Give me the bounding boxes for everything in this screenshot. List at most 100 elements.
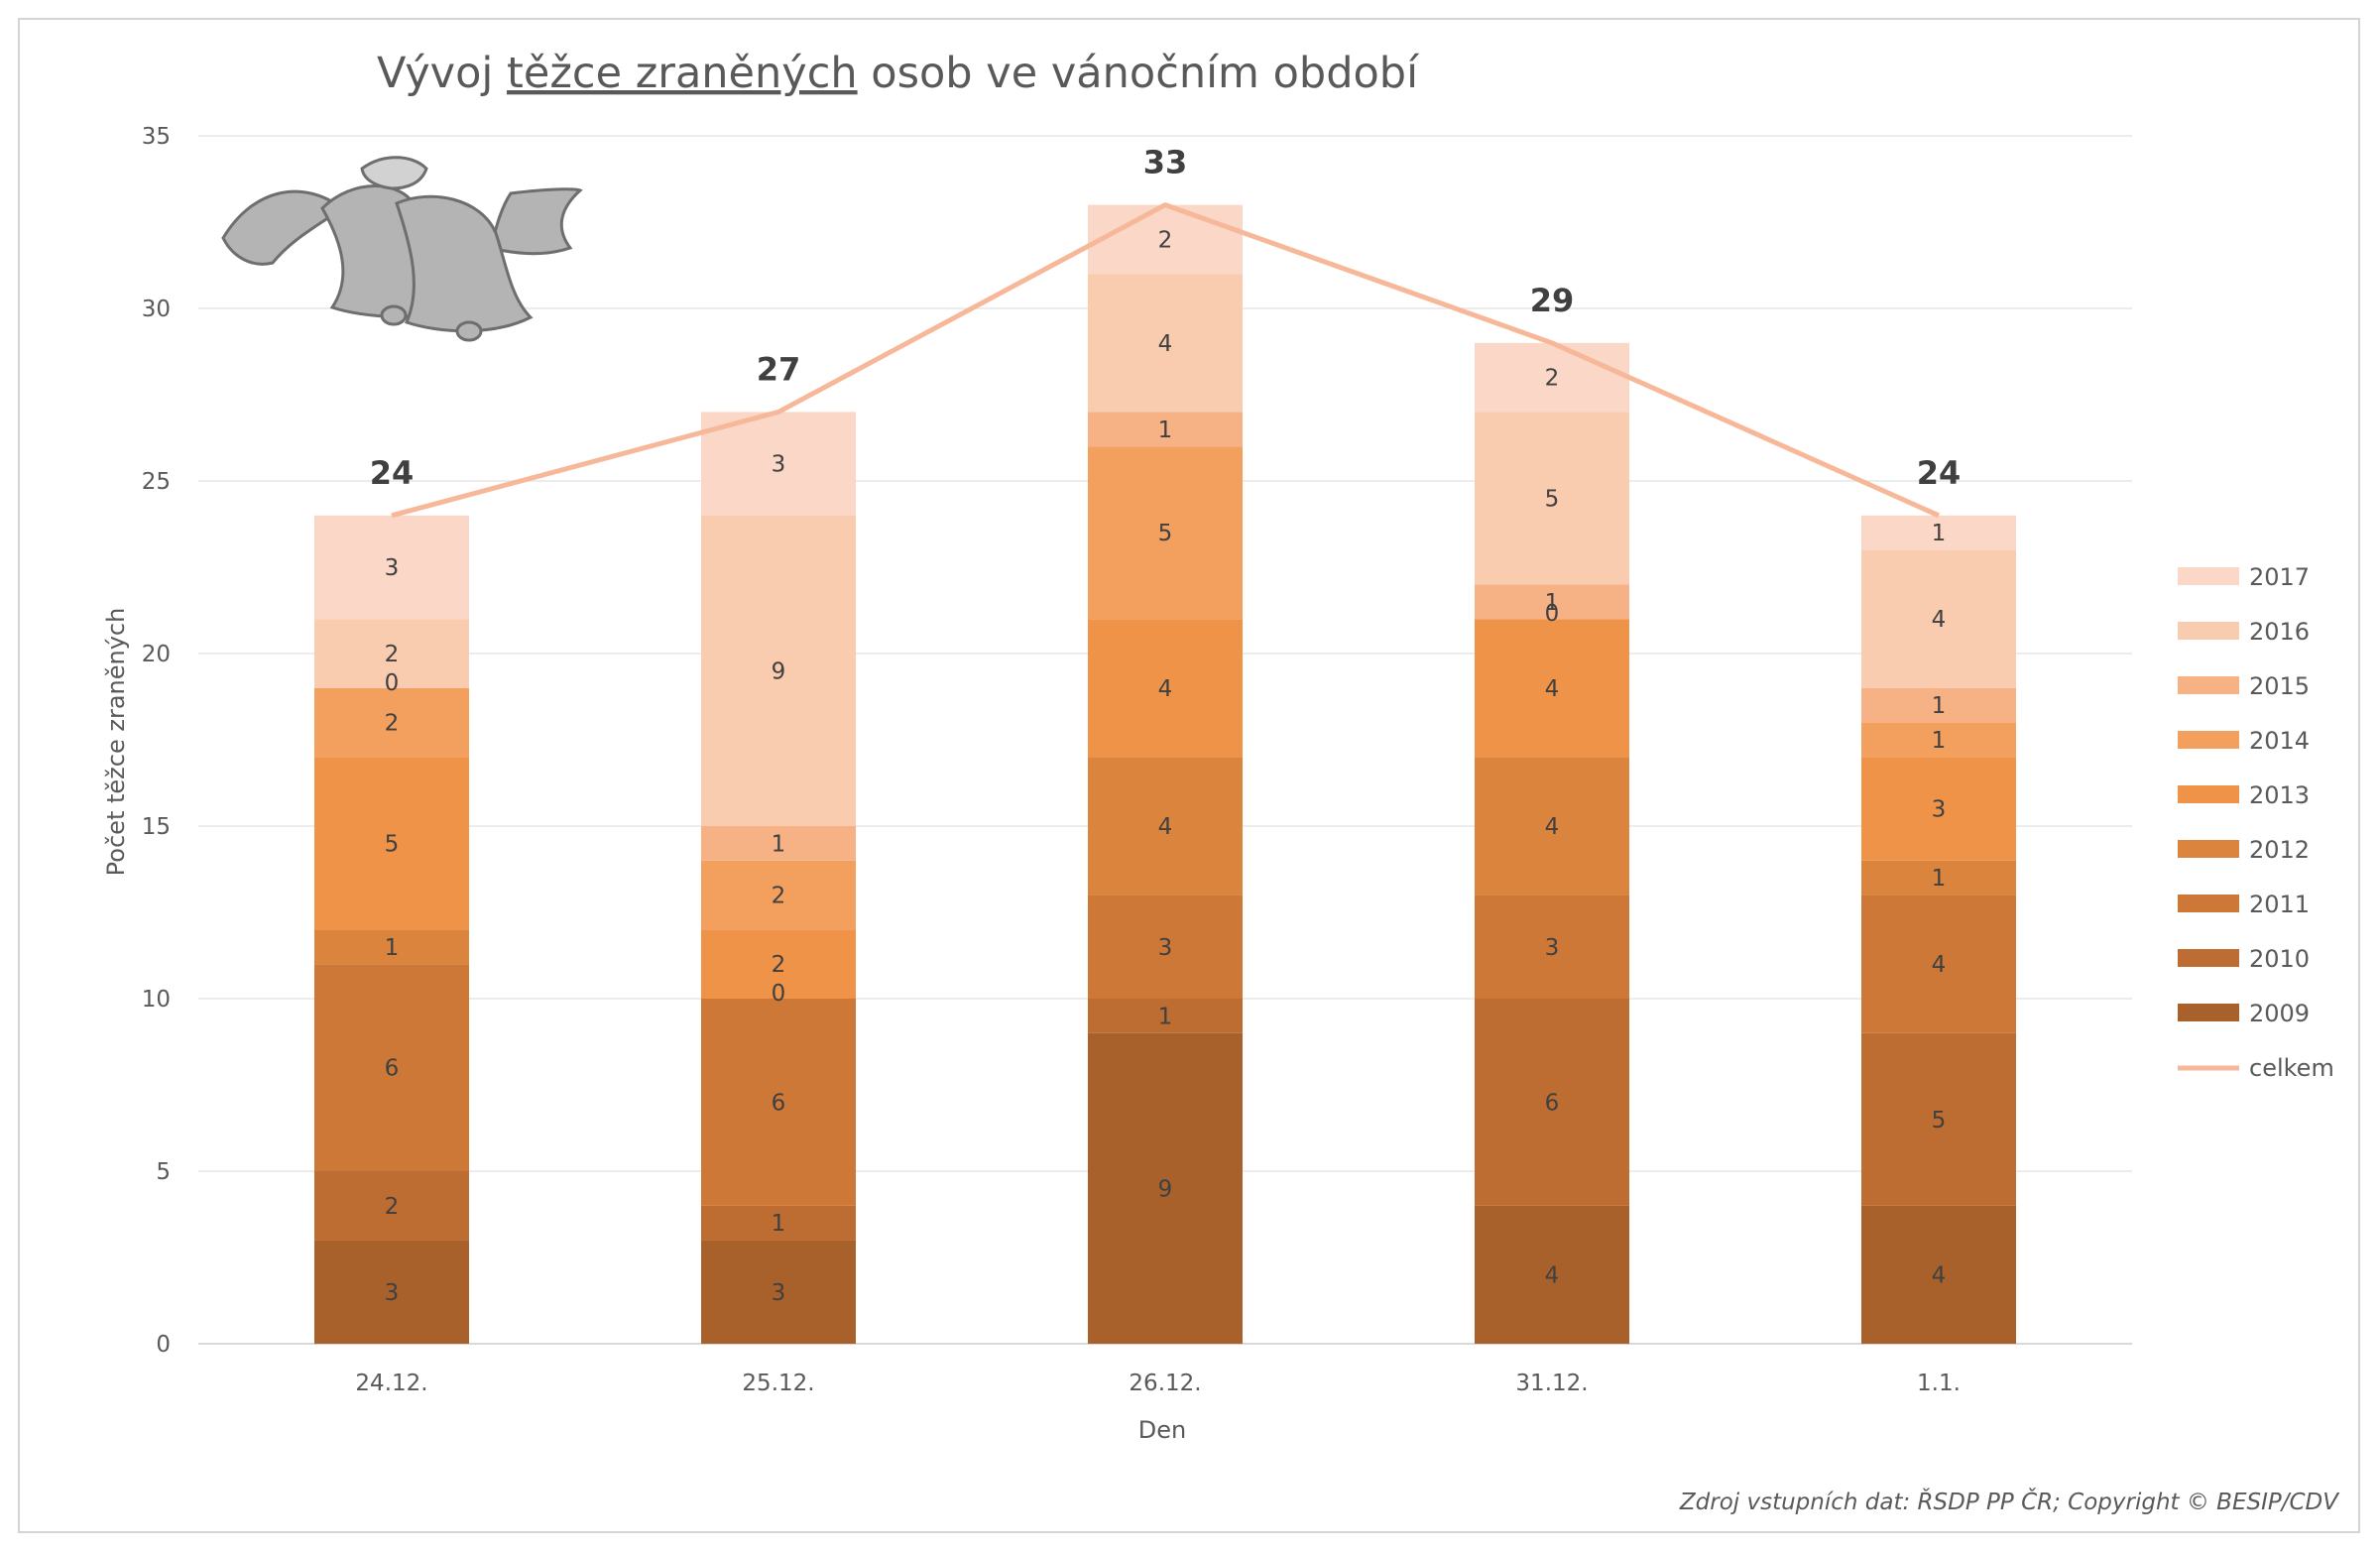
data-label: 0 bbox=[1545, 601, 1560, 627]
data-label: 3 bbox=[772, 452, 786, 478]
title-part-1: Vývoj bbox=[377, 49, 507, 98]
data-label: 5 bbox=[1545, 486, 1560, 512]
chart-title: Vývoj těžce zraněných osob ve vánočním o… bbox=[377, 49, 1420, 98]
bar-segment-2012 bbox=[1475, 757, 1629, 895]
data-label: 9 bbox=[772, 658, 786, 684]
data-label: 1 bbox=[772, 1211, 786, 1237]
x-tick-label: 25.12. bbox=[742, 1371, 814, 1396]
data-label: 2 bbox=[1158, 227, 1173, 253]
legend-label: 2010 bbox=[2249, 945, 2310, 973]
y-axis-title: Počet těžce zraněných bbox=[102, 608, 130, 877]
data-label: 1 bbox=[1932, 693, 1947, 719]
data-label: 4 bbox=[1932, 952, 1947, 978]
title-part-3: osob ve vánočním období bbox=[858, 49, 1420, 98]
data-label: 3 bbox=[1545, 935, 1560, 961]
bar-segment-2015 bbox=[1475, 584, 1629, 620]
data-label: 5 bbox=[385, 831, 400, 857]
y-tick-label: 5 bbox=[156, 1159, 171, 1185]
bar-segment-2009 bbox=[1475, 1205, 1629, 1344]
legend-label: 2012 bbox=[2249, 836, 2310, 864]
data-label: 4 bbox=[1932, 607, 1947, 633]
bar-segment-2016 bbox=[701, 515, 856, 826]
bar-segment-2014 bbox=[1088, 446, 1243, 620]
data-label: 4 bbox=[1158, 331, 1173, 357]
bar-segment-2009 bbox=[314, 1240, 469, 1344]
data-label: 2 bbox=[1545, 366, 1560, 392]
legend-label: 2014 bbox=[2249, 727, 2310, 755]
bar-segment-2009 bbox=[701, 1240, 856, 1344]
data-label: 6 bbox=[385, 1056, 400, 1082]
bar-segment-2012 bbox=[1088, 757, 1243, 895]
data-label: 1 bbox=[772, 831, 786, 857]
legend-item-2011: 2011 bbox=[2178, 891, 2310, 918]
bar-segment-2015 bbox=[701, 826, 856, 861]
bar-segment-2014 bbox=[1861, 722, 2016, 758]
bar-segment-2013 bbox=[1475, 619, 1629, 758]
data-label: 1 bbox=[1545, 590, 1560, 616]
bar-segment-2012 bbox=[1861, 860, 2016, 895]
x-tick-label: 26.12. bbox=[1129, 1371, 1201, 1396]
data-label: 4 bbox=[1158, 676, 1173, 702]
data-label: 3 bbox=[385, 555, 400, 581]
data-label: 9 bbox=[1158, 1176, 1173, 1202]
total-line-path bbox=[391, 202, 1941, 519]
bar-segment-2013 bbox=[701, 929, 856, 999]
data-label: 3 bbox=[1932, 797, 1947, 823]
bar-segment-2016 bbox=[314, 619, 469, 688]
legend: 2017 2016 2015 2014 2013 2012 2011 2010 2009 celk… bbox=[2178, 563, 2334, 1082]
bar-segment-2017 bbox=[1861, 515, 2016, 550]
legend-label: 2009 bbox=[2249, 1000, 2310, 1027]
bar-segment-2013 bbox=[1088, 619, 1243, 758]
total-line bbox=[391, 202, 1941, 519]
legend-swatch bbox=[2178, 785, 2239, 803]
x-tick-label: 24.12. bbox=[355, 1371, 427, 1396]
data-label: 1 bbox=[1932, 728, 1947, 754]
data-label: 2 bbox=[385, 642, 400, 667]
bar-segment-2016 bbox=[1088, 274, 1243, 413]
y-tick-label: 30 bbox=[142, 297, 171, 322]
bar-segment-2016 bbox=[1861, 549, 2016, 688]
legend-swatch bbox=[2178, 1004, 2239, 1021]
legend-label: 2017 bbox=[2249, 563, 2310, 591]
y-tick-label: 20 bbox=[142, 642, 171, 667]
segment-labels: 3261520233160221939134451424634401524541… bbox=[385, 227, 1947, 1305]
bar-segment-2009 bbox=[1088, 1032, 1243, 1344]
data-label: 1 bbox=[385, 935, 400, 961]
legend-swatch bbox=[2178, 676, 2239, 694]
y-tick-label: 0 bbox=[156, 1332, 171, 1358]
bar-segment-2014 bbox=[701, 860, 856, 930]
title-part-2: těžce zraněných bbox=[507, 49, 858, 98]
bar-segment-2010 bbox=[1088, 999, 1243, 1033]
legend-label: celkem bbox=[2249, 1054, 2334, 1082]
data-label: 3 bbox=[772, 1280, 786, 1306]
bar-segment-2013 bbox=[314, 757, 469, 930]
total-label: 29 bbox=[1530, 282, 1575, 319]
x-axis-ticks: 24.12. 25.12. 26.12. 31.12. 1.1. bbox=[355, 1371, 1961, 1396]
legend-swatch bbox=[2178, 622, 2239, 640]
data-label: 0 bbox=[772, 981, 786, 1007]
data-label: 2 bbox=[772, 952, 786, 978]
legend-item-2010: 2010 bbox=[2178, 945, 2310, 973]
data-label: 5 bbox=[1932, 1108, 1947, 1134]
legend-label: 2013 bbox=[2249, 781, 2310, 809]
bar-segment-2017 bbox=[1088, 204, 1243, 275]
bar-segment-2012 bbox=[314, 929, 469, 965]
legend-item-celkem: celkem bbox=[2178, 1054, 2334, 1082]
legend-label: 2011 bbox=[2249, 891, 2310, 918]
y-tick-label: 15 bbox=[142, 814, 171, 840]
legend-label: 2015 bbox=[2249, 672, 2310, 700]
data-label: 1 bbox=[1158, 1004, 1173, 1029]
bar-segment-2015 bbox=[1088, 412, 1243, 447]
bar-segment-2011 bbox=[1088, 895, 1243, 999]
bar-segment-2010 bbox=[701, 1205, 856, 1241]
y-axis-ticks: 0 5 10 15 20 25 30 35 bbox=[142, 124, 171, 1358]
bar-segment-2009 bbox=[1861, 1205, 2016, 1344]
y-tick-label: 10 bbox=[142, 987, 171, 1013]
bar-segment-2017 bbox=[701, 412, 856, 516]
bar-segment-2017 bbox=[1475, 342, 1629, 413]
data-label: 6 bbox=[1545, 1090, 1560, 1116]
data-label: 1 bbox=[1932, 866, 1947, 892]
data-label: 6 bbox=[772, 1090, 786, 1116]
data-label: 1 bbox=[1158, 418, 1173, 443]
